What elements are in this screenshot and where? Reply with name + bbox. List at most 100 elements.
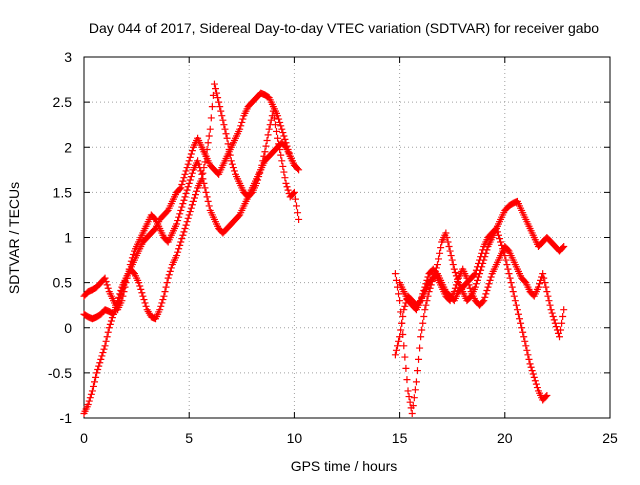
data-point	[180, 228, 188, 236]
data-point	[556, 333, 564, 341]
data-point	[295, 215, 303, 223]
data-point	[91, 378, 99, 386]
data-point	[419, 290, 427, 298]
data-point	[176, 210, 184, 218]
data-point	[280, 168, 288, 176]
data-point	[230, 167, 238, 175]
data-point	[466, 284, 474, 292]
data-point	[276, 118, 284, 126]
data-point	[471, 283, 479, 291]
data-point	[221, 125, 229, 133]
data-point	[473, 263, 481, 271]
data-point	[452, 281, 460, 289]
chart-title: Day 044 of 2017, Sidereal Day-to-day VTE…	[89, 20, 599, 36]
data-point	[405, 393, 413, 401]
data-point	[283, 183, 291, 191]
data-point	[423, 297, 431, 305]
data-point	[165, 271, 173, 279]
data-point	[284, 186, 292, 194]
x-axis-label: GPS time / hours	[291, 458, 398, 474]
data-point	[540, 274, 548, 282]
data-point	[276, 146, 284, 154]
data-point	[188, 201, 196, 209]
data-point	[281, 174, 289, 182]
data-point	[517, 319, 525, 327]
series-4	[391, 224, 551, 404]
data-point	[481, 293, 489, 301]
data-point	[183, 186, 191, 194]
data-point	[392, 346, 400, 354]
data-point	[401, 302, 409, 310]
data-point	[402, 364, 410, 372]
data-point	[560, 306, 568, 314]
data-point	[446, 247, 454, 255]
data-point	[200, 164, 208, 172]
data-point	[406, 398, 414, 406]
data-point	[255, 173, 263, 181]
data-point	[203, 193, 211, 201]
data-point	[193, 187, 201, 195]
data-point	[178, 203, 186, 211]
data-point	[265, 125, 273, 133]
data-point	[97, 355, 105, 363]
data-point	[422, 301, 430, 309]
data-point	[99, 349, 107, 357]
data-series	[80, 80, 568, 417]
data-point	[539, 270, 547, 278]
data-point	[420, 287, 428, 295]
data-point	[118, 288, 126, 296]
data-point	[294, 165, 302, 173]
data-point	[494, 231, 502, 239]
data-point	[224, 140, 232, 148]
data-point	[254, 176, 262, 184]
data-point	[437, 244, 445, 252]
data-point	[420, 312, 428, 320]
data-point	[290, 188, 298, 196]
data-point	[422, 280, 430, 288]
data-point	[206, 125, 214, 133]
data-point	[104, 284, 112, 292]
data-point	[205, 202, 213, 210]
data-point	[121, 277, 129, 285]
data-point	[114, 301, 122, 309]
data-point	[531, 377, 539, 385]
data-point	[274, 134, 282, 142]
data-point	[485, 280, 493, 288]
y-tick-label: -1	[60, 410, 73, 426]
data-point	[418, 326, 426, 334]
data-point	[396, 297, 404, 305]
data-point	[450, 288, 458, 296]
data-point	[86, 394, 94, 402]
data-point	[273, 127, 281, 135]
data-point	[199, 169, 207, 177]
data-point	[181, 193, 189, 201]
data-point	[185, 211, 193, 219]
data-point	[185, 157, 193, 165]
data-point	[217, 107, 225, 115]
data-point	[480, 297, 488, 305]
data-point	[164, 274, 172, 282]
data-point	[393, 342, 401, 350]
y-tick-label: -0.5	[48, 365, 72, 381]
data-point	[158, 299, 166, 307]
data-point	[225, 146, 233, 154]
data-point	[295, 166, 303, 174]
data-point	[140, 296, 148, 304]
data-point	[174, 248, 182, 256]
data-point	[135, 279, 143, 287]
data-point	[239, 115, 247, 123]
data-point	[423, 276, 431, 284]
data-point	[202, 188, 210, 196]
data-point	[559, 312, 567, 320]
data-point	[256, 169, 264, 177]
data-point	[187, 150, 195, 158]
data-point	[226, 151, 234, 159]
data-point	[277, 122, 285, 130]
data-point	[184, 183, 192, 191]
data-point	[275, 115, 283, 123]
data-point	[472, 266, 480, 274]
data-point	[180, 174, 188, 182]
y-tick-label: 1	[64, 230, 72, 246]
data-point	[277, 151, 285, 159]
